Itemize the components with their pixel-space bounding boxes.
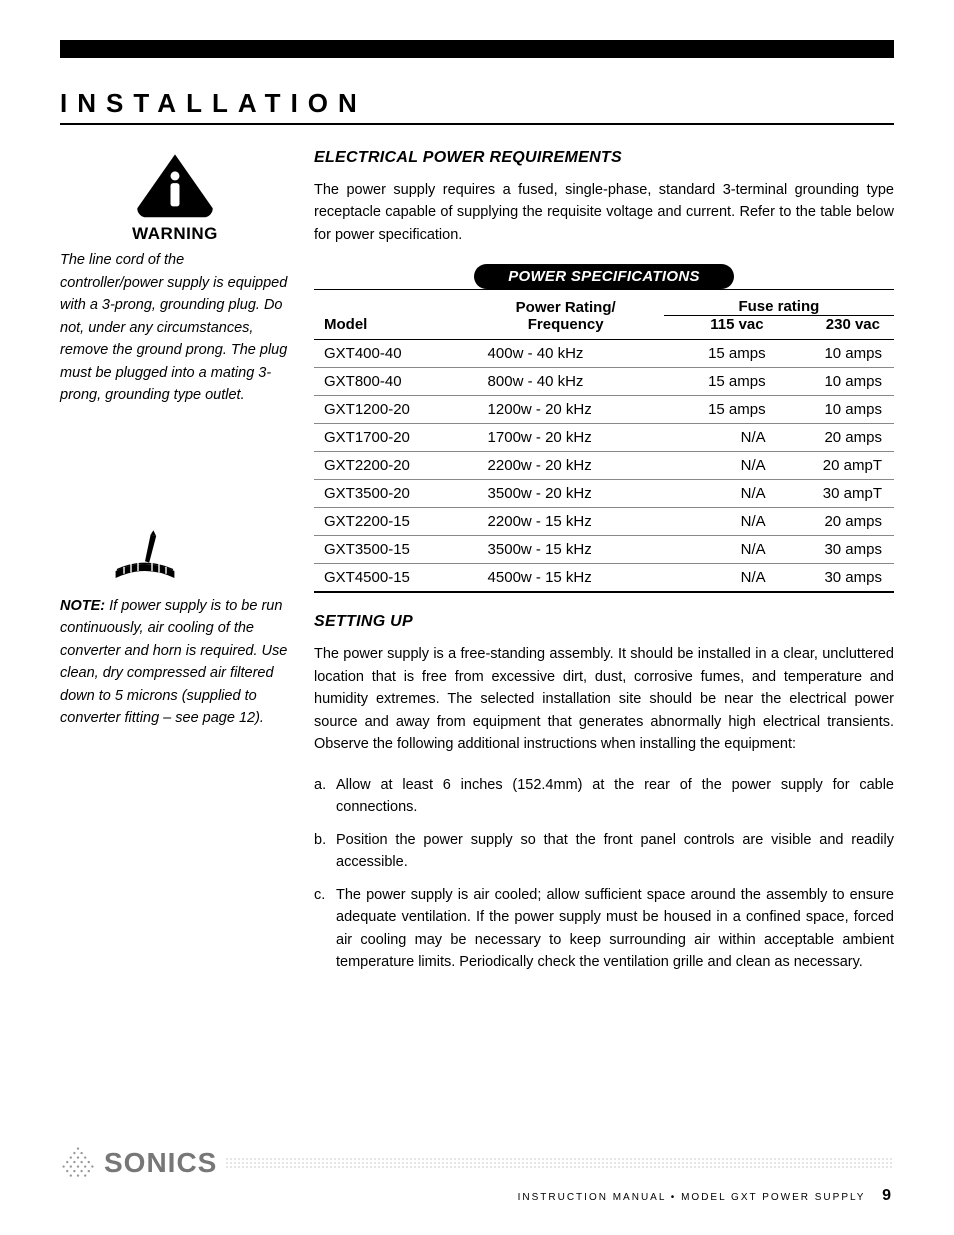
table-cell: 3500w - 15 kHz	[468, 536, 664, 564]
table-cell: N/A	[664, 508, 778, 536]
footer-text: INSTRUCTION MANUAL • MODEL GXT POWER SUP…	[518, 1192, 866, 1203]
th-115v: 115 vac	[664, 316, 778, 340]
th-fuse: Fuse rating	[664, 290, 894, 316]
setup-heading: SETTING UP	[314, 613, 894, 631]
table-cell: 1200w - 20 kHz	[468, 396, 664, 424]
list-item: c.The power supply is air cooled; allow …	[314, 884, 894, 974]
th-230v: 230 vac	[778, 316, 894, 340]
book-pencil-icon	[110, 527, 180, 587]
table-row: GXT1700-201700w - 20 kHzN/A20 amps	[314, 424, 894, 452]
table-cell: 30 amps	[778, 536, 894, 564]
warning-text: The line cord of the controller/power su…	[60, 249, 290, 406]
note-text: If power supply is to be run continuousl…	[60, 598, 287, 726]
note-label: NOTE:	[60, 598, 105, 614]
list-text: Allow at least 6 inches (152.4mm) at the…	[336, 774, 894, 819]
footer-dotline	[225, 1157, 894, 1169]
setup-paragraph: The power supply is a free-standing asse…	[314, 643, 894, 755]
table-cell: 10 amps	[778, 340, 894, 368]
table-cell: GXT2200-15	[314, 508, 468, 536]
table-cell: 20 amps	[778, 424, 894, 452]
warning-label: WARNING	[60, 221, 290, 247]
table-cell: GXT800-40	[314, 368, 468, 396]
list-marker: a.	[314, 774, 336, 819]
header-bar	[60, 40, 894, 58]
table-cell: 15 amps	[664, 396, 778, 424]
table-cell: GXT4500-15	[314, 564, 468, 593]
table-row: GXT3500-203500w - 20 kHzN/A30 ampT	[314, 480, 894, 508]
table-cell: 30 amps	[778, 564, 894, 593]
list-text: The power supply is air cooled; allow su…	[336, 884, 894, 974]
table-cell: N/A	[664, 424, 778, 452]
table-row: GXT400-40400w - 40 kHz15 amps10 amps	[314, 340, 894, 368]
page-number: 9	[882, 1187, 894, 1204]
th-rating-l2: Frequency	[528, 316, 604, 333]
table-cell: 10 amps	[778, 368, 894, 396]
table-cell: N/A	[664, 480, 778, 508]
table-cell: N/A	[664, 564, 778, 593]
note-text-block: NOTE: If power supply is to be run conti…	[60, 595, 290, 730]
table-cell: GXT400-40	[314, 340, 468, 368]
table-cell: 800w - 40 kHz	[468, 368, 664, 396]
table-cell: 400w - 40 kHz	[468, 340, 664, 368]
table-row: GXT1200-201200w - 20 kHz15 amps10 amps	[314, 396, 894, 424]
table-cell: 1700w - 20 kHz	[468, 424, 664, 452]
list-item: b.Position the power supply so that the …	[314, 829, 894, 874]
list-text: Position the power supply so that the fr…	[336, 829, 894, 874]
table-row: GXT800-40800w - 40 kHz15 amps10 amps	[314, 368, 894, 396]
table-cell: GXT2200-20	[314, 452, 468, 480]
table-cell: 15 amps	[664, 340, 778, 368]
brand-name: SONICS	[104, 1147, 217, 1179]
epr-paragraph: The power supply requires a fused, singl…	[314, 179, 894, 246]
th-model: Model	[314, 290, 468, 340]
table-row: GXT3500-153500w - 15 kHzN/A30 amps	[314, 536, 894, 564]
th-rating: Power Rating/ Frequency	[468, 290, 664, 340]
table-cell: 10 amps	[778, 396, 894, 424]
table-cell: 4500w - 15 kHz	[468, 564, 664, 593]
table-cell: N/A	[664, 536, 778, 564]
table-cell: GXT1700-20	[314, 424, 468, 452]
brand-dots-icon	[60, 1145, 96, 1181]
th-rating-l1: Power Rating/	[516, 299, 616, 316]
table-row: GXT2200-152200w - 15 kHzN/A20 amps	[314, 508, 894, 536]
table-cell: GXT3500-15	[314, 536, 468, 564]
spec-pill-heading: POWER SPECIFICATIONS	[474, 264, 734, 289]
table-row: GXT2200-202200w - 20 kHzN/A20 ampT	[314, 452, 894, 480]
table-cell: 2200w - 15 kHz	[468, 508, 664, 536]
epr-heading: ELECTRICAL POWER REQUIREMENTS	[314, 149, 894, 167]
table-cell: GXT3500-20	[314, 480, 468, 508]
list-marker: c.	[314, 884, 336, 974]
table-cell: 3500w - 20 kHz	[468, 480, 664, 508]
footer-line: INSTRUCTION MANUAL • MODEL GXT POWER SUP…	[60, 1187, 894, 1205]
warning-triangle-icon	[130, 149, 220, 219]
table-row: GXT4500-154500w - 15 kHzN/A30 amps	[314, 564, 894, 593]
table-cell: 20 ampT	[778, 452, 894, 480]
list-marker: b.	[314, 829, 336, 874]
list-item: a.Allow at least 6 inches (152.4mm) at t…	[314, 774, 894, 819]
table-cell: 2200w - 20 kHz	[468, 452, 664, 480]
section-title: INSTALLATION	[60, 88, 894, 125]
power-spec-table: Model Power Rating/ Frequency Fuse ratin…	[314, 289, 894, 593]
table-cell: 30 ampT	[778, 480, 894, 508]
table-cell: 20 amps	[778, 508, 894, 536]
table-cell: GXT1200-20	[314, 396, 468, 424]
table-cell: N/A	[664, 452, 778, 480]
table-cell: 15 amps	[664, 368, 778, 396]
